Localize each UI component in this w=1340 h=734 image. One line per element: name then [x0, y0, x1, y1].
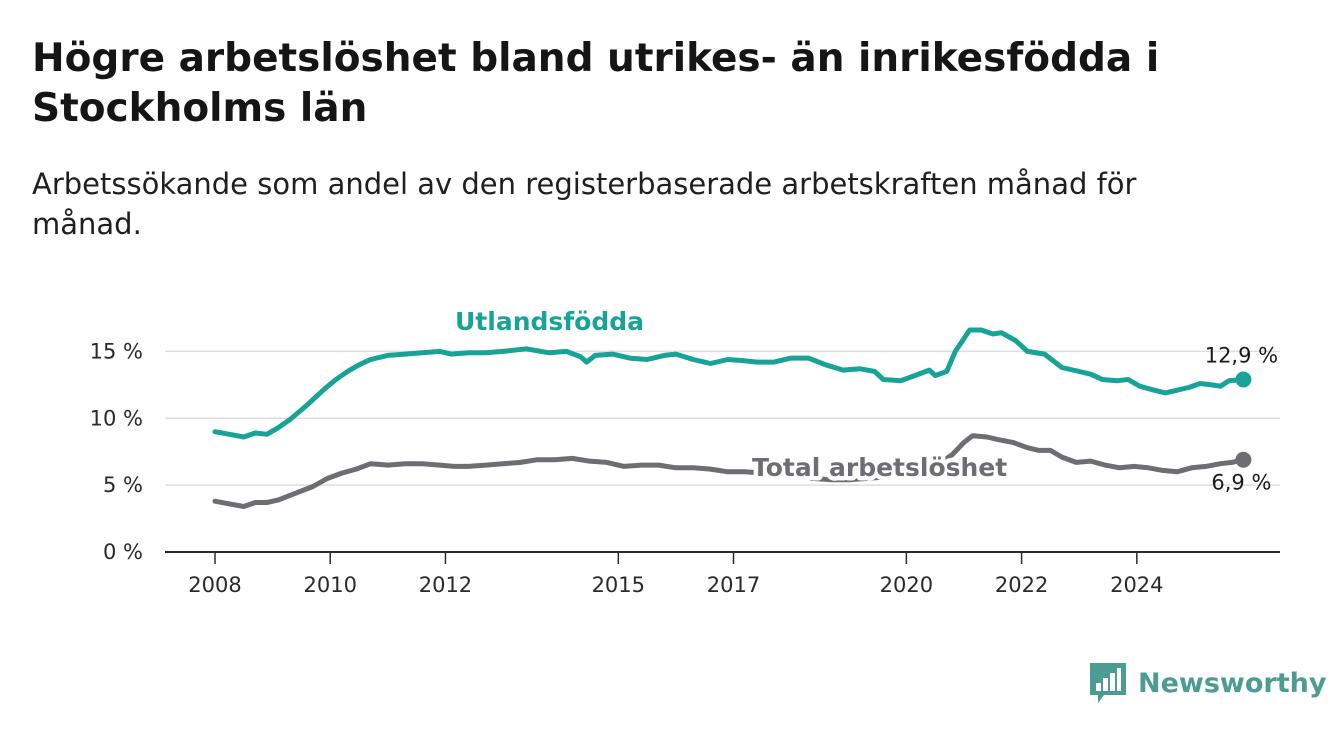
x-tick-label: 2010: [304, 573, 357, 597]
chart-subtitle: Arbetssökande som andel av den registerb…: [32, 167, 1137, 241]
series-line-1: [212, 433, 1246, 509]
y-tick-label: 15 %: [90, 339, 143, 363]
chart-title: Högre arbetslöshet bland utrikes- än inr…: [32, 36, 1160, 131]
end-value-label-utlandsfodda: 12,9 %: [1205, 344, 1278, 368]
x-tick-label: 2008: [188, 573, 241, 597]
x-tick-label: 2012: [419, 573, 472, 597]
y-axis: 0 % 5 % 10 % 15 %: [90, 339, 143, 564]
x-tick-label: 2015: [592, 573, 645, 597]
x-tick-label: 2022: [995, 573, 1048, 597]
y-tick-label: 10 %: [90, 406, 143, 430]
grid-lines: [165, 350, 1280, 486]
series-name-total-halo: Total arbetslöshet: [752, 453, 1007, 482]
x-tick-label: 2017: [707, 573, 760, 597]
series-end-marker-0: [1235, 371, 1252, 388]
newsworthy-logo-icon: [1090, 663, 1126, 703]
series-layer: [212, 327, 1252, 509]
x-tick-label: 2020: [880, 573, 933, 597]
series-line-0: [212, 327, 1246, 440]
y-tick-label: 0 %: [103, 540, 143, 564]
brand-logo: Newsworthy: [1088, 661, 1326, 705]
series-name-utlandsfodda: Utlandsfödda: [455, 307, 644, 336]
series-name-utlandsfodda-halo: Utlandsfödda: [455, 307, 644, 336]
brand-name: Newsworthy: [1138, 667, 1327, 699]
series-name-total: Total arbetslöshet: [752, 453, 1007, 482]
y-tick-label: 5 %: [103, 473, 143, 497]
end-value-label-total: 6,9 %: [1211, 471, 1271, 495]
x-tick-label: 2024: [1110, 573, 1163, 597]
series-end-marker-1: [1235, 451, 1252, 468]
x-axis: 2008 2010 2012 2015 2017 2020 2022 2024: [165, 551, 1280, 597]
